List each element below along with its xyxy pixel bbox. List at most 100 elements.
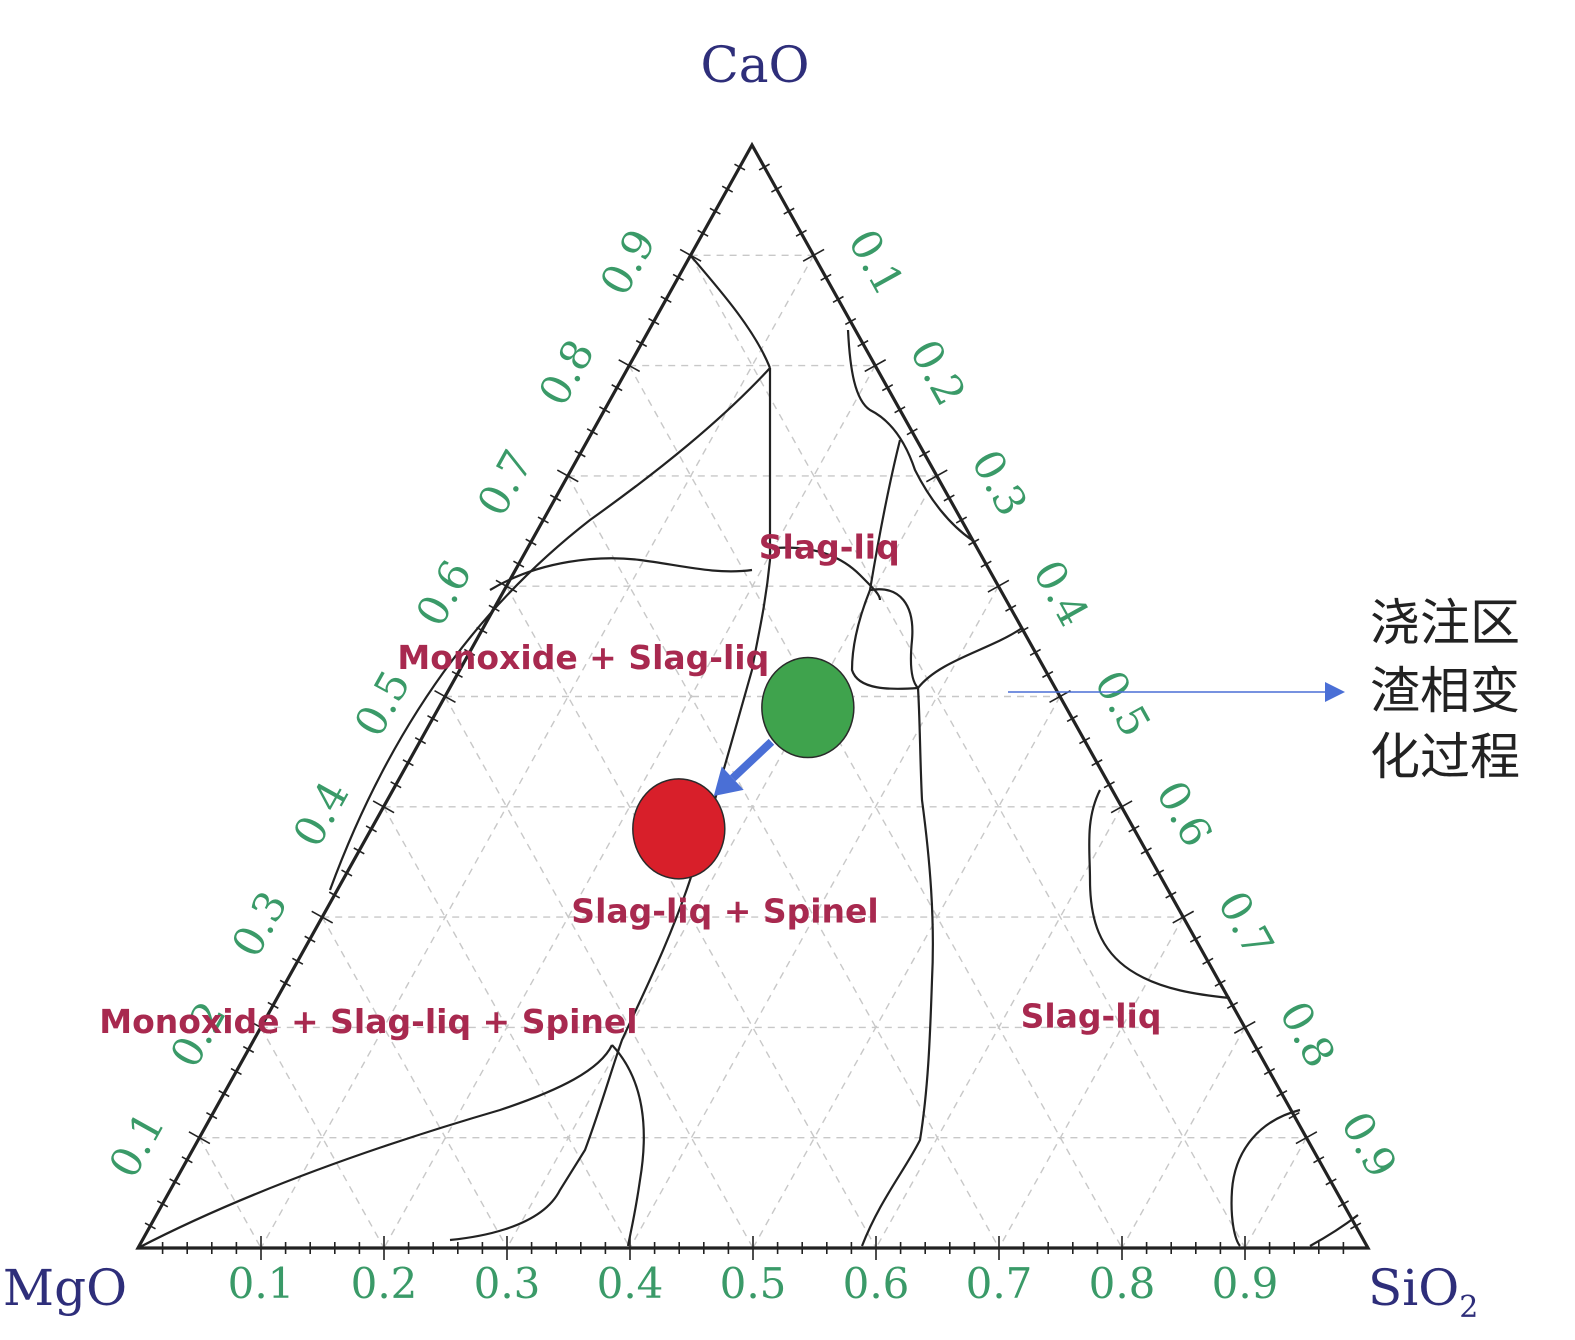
axis-tick [1066,714,1078,723]
phase-boundary [611,1044,645,1247]
axis-tick [249,1020,272,1034]
axis-tick [292,957,304,965]
composition-points [632,656,855,880]
tick-label-left: 0.9 [590,221,665,303]
tick-label-right: 0.1 [839,221,914,303]
tick-label-bottom: 0.5 [720,1259,787,1308]
axis-tick [820,273,832,281]
green-point [761,656,855,759]
phase-boundary [449,368,772,1242]
tick-label-bottom: 0.1 [228,1259,295,1308]
axis-tick [267,1001,279,1009]
triangle-outline [135,141,1371,1250]
axis-tick [906,428,918,436]
tick-label-right: 0.4 [1023,552,1098,634]
annotation-line-1: 浇注区 [1370,594,1520,652]
phase-boundary [846,329,973,541]
region-label: Slag-liq + Spinel [571,892,878,931]
grid-line [382,806,631,1249]
axis-tick [230,1067,242,1076]
phase-boundary [917,627,1023,689]
grid-line [629,585,1000,1249]
vertex-label-mgo: MgO [3,1259,127,1317]
axis-tick [758,163,770,171]
grid-line [752,696,1061,1249]
axis-tick [679,248,702,262]
axis-tick [832,295,844,304]
axis-tick [955,516,968,524]
axis-tick [279,979,291,987]
grid-line [260,1027,385,1249]
grid-line [444,696,754,1249]
tick-label-left: 0.8 [529,331,604,413]
tick-label-left: 0.4 [283,773,358,855]
phase-boundary [1230,1108,1301,1247]
axis-tick [599,406,611,414]
grid-line [1244,1137,1308,1249]
axis-tick [802,248,825,262]
region-label: Monoxide + Slag-liq + Spinel [99,1002,637,1041]
axis-tick [1110,800,1133,814]
tick-label-bottom: 0.3 [474,1259,541,1308]
phase-boundary [850,439,934,1247]
axis-tick [1172,910,1195,924]
tick-label-bottom: 0.9 [1212,1259,1279,1308]
axis-tick [365,825,377,833]
axis-tick [660,295,672,304]
tick-label-right: 0.3 [962,442,1037,524]
annotation: 浇注区 渣相变 化过程 [1008,594,1520,786]
axis-tick [1295,1131,1318,1145]
axis-tick [697,229,709,237]
phase-boundary [328,367,771,891]
axis-tick [1029,648,1041,657]
axis-tick [169,1178,181,1186]
axis-tick [635,339,648,348]
tick-label-bottom: 0.2 [351,1259,418,1308]
axis-tick [242,1045,255,1054]
axis-tick [844,317,857,326]
tick-label-bottom: 0.7 [966,1259,1033,1308]
region-label: Slag-liq [1021,996,1162,1035]
axis-tick [795,229,807,237]
axis-tick [390,781,402,789]
axis-tick [304,935,316,943]
axis-tick [783,207,795,215]
vertex-label-sio2: SiO2 [1368,1259,1478,1325]
axis-tick [925,469,948,483]
grid-lines [198,254,1308,1249]
axis-tick [672,273,684,281]
axis-tick [1350,1222,1362,1230]
axis-tick [328,891,341,899]
axis-tick [414,737,427,745]
vertex-label-sio2-subscript: 2 [1459,1290,1478,1325]
axis-tick [1005,604,1017,612]
tick-label-left: 0.6 [406,552,481,634]
axis-tick [513,560,525,568]
axis-tick [549,494,562,502]
tick-label-right: 0.8 [1270,993,1345,1075]
axis-tick [611,384,623,392]
axis-tick [618,359,641,373]
axis-tick [488,604,500,612]
red-point [632,778,726,880]
axis-tick [1325,1178,1337,1186]
vertex-label-sio2-main: SiO [1368,1259,1459,1317]
tick-label-bottom: 0.8 [1089,1259,1156,1308]
axis-tick [206,1112,218,1120]
axis-tick [864,359,887,373]
axis-tick [1079,736,1091,745]
axis-tick [1140,847,1152,855]
phase-boundary [869,588,919,689]
phase-boundary [774,546,882,601]
axis-tick [918,450,931,458]
axis-tick [894,406,906,414]
tick-label-right: 0.9 [1331,1104,1406,1186]
annotation-line-3: 化过程 [1370,728,1520,786]
axis-tick [1128,825,1140,833]
axis-tick [1152,869,1165,877]
phase-boundary [689,254,772,369]
phase-boundary [137,1044,613,1249]
tick-label-left: 0.3 [222,883,297,965]
region-label: Monoxide + Slag-liq [397,638,769,677]
phase-boundary [489,557,753,591]
